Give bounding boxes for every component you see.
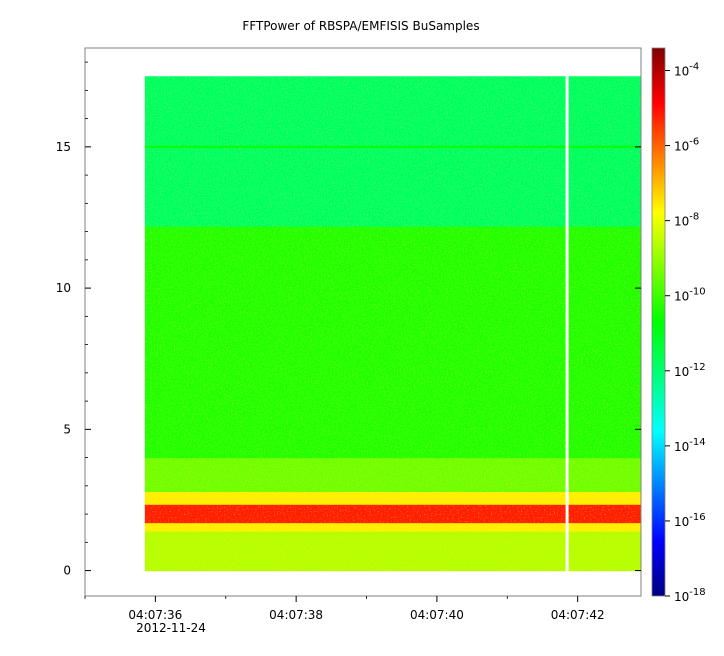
chart-title: FFTPower of RBSPA/EMFISIS BuSamples xyxy=(242,19,479,33)
colorbar-tick-label: 10-12 xyxy=(674,362,706,379)
spectrogram-texture xyxy=(144,76,641,571)
colorbar-tick-label: 10-10 xyxy=(674,287,706,304)
colorbar-scale xyxy=(651,47,666,597)
colorbar: 10-4 10-6 10-8 10-10 10-12 10-14 10-16 10-18 xyxy=(651,47,706,604)
x-tick-label: 04:07:36 xyxy=(128,608,182,622)
x-tick-label: 04:07:42 xyxy=(551,608,605,622)
y-tick-label: 15 xyxy=(56,140,71,154)
x-date-label: 2012-11-24 xyxy=(136,621,206,635)
spectrogram-bands xyxy=(144,76,641,572)
y-tick-label: 0 xyxy=(63,564,71,578)
y-tick-label: 5 xyxy=(63,422,71,436)
colorbar-tick-label: 10-18 xyxy=(674,587,706,604)
x-tick-label: 04:07:40 xyxy=(410,608,464,622)
plot-frame xyxy=(84,47,642,597)
y-axis: 0 5 10 15 xyxy=(56,61,641,578)
y-tick-label: 10 xyxy=(56,281,71,295)
colorbar-tick-label: 10-14 xyxy=(674,437,706,454)
data-gap xyxy=(565,76,569,572)
colorbar-tick-label: 10-4 xyxy=(674,62,699,79)
x-tick-label: 04:07:38 xyxy=(269,608,323,622)
colorbar-tick-label: 10-16 xyxy=(674,512,706,529)
colorbar-tick-label: 10-6 xyxy=(674,137,699,154)
colorbar-ticks: 10-4 10-6 10-8 10-10 10-12 10-14 10-16 10-18 xyxy=(665,62,706,604)
colorbar-tick-label: 10-8 xyxy=(674,212,699,229)
x-axis: 04:07:36 04:07:38 04:07:40 04:07:42 xyxy=(84,596,605,622)
plot-area xyxy=(84,47,642,597)
